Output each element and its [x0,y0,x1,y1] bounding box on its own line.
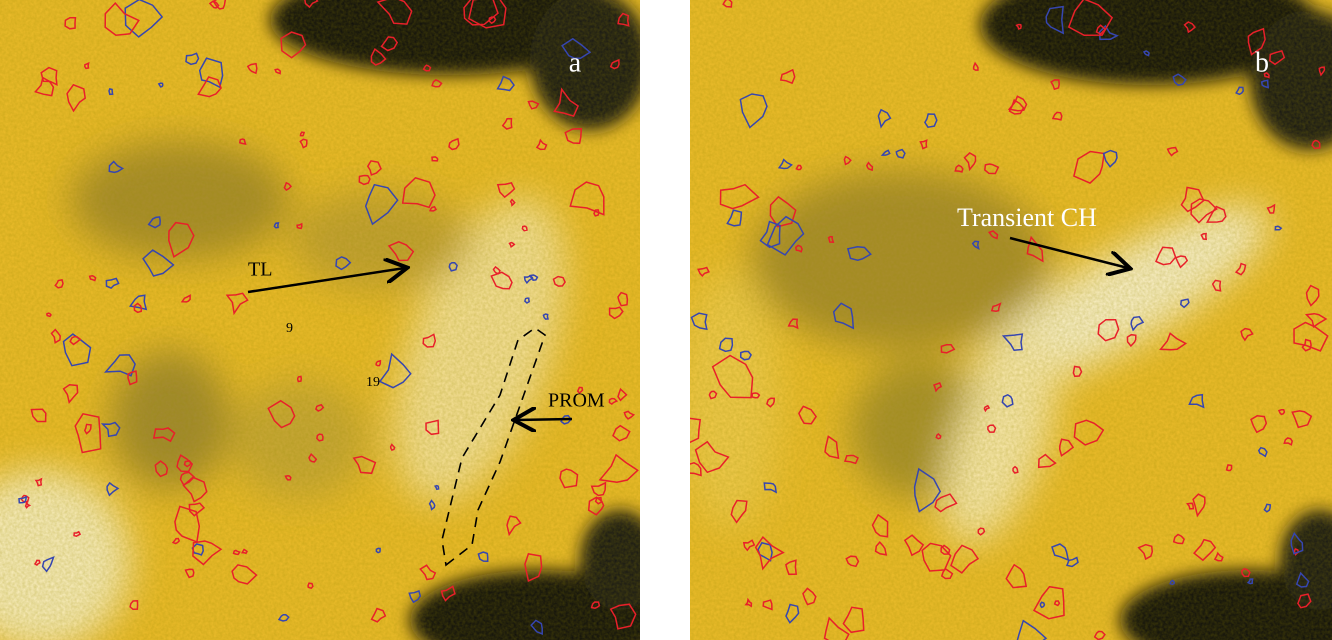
figure: a TL 9 19 PROM b Transient CH [0,0,1332,640]
panel-a-image [0,0,670,640]
annotation: 19 [366,375,380,390]
panel-b-image [678,0,1332,640]
panel-label: b [1255,47,1269,78]
annotation: PROM [548,390,605,412]
annotation: TL [248,259,272,281]
arrow [516,419,572,420]
annotation: 9 [286,321,293,336]
panel-label: a [569,47,582,78]
annotation: Transient CH [957,203,1097,232]
